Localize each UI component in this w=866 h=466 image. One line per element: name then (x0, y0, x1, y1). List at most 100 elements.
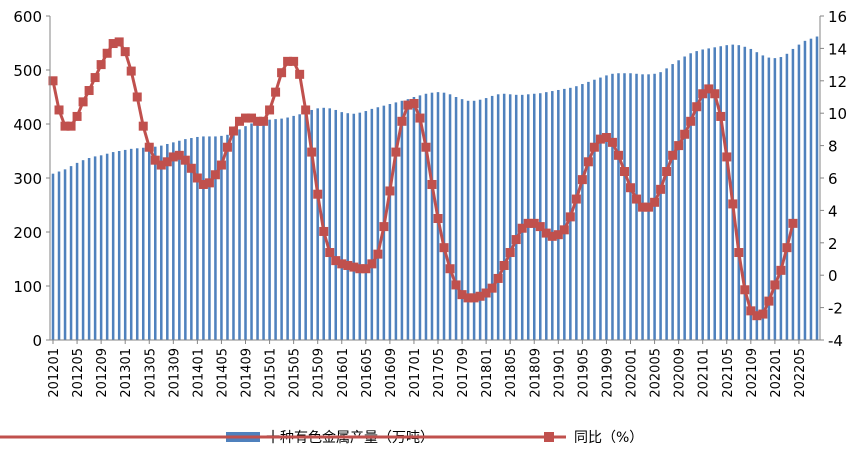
line-marker (487, 283, 497, 293)
bar (803, 40, 807, 341)
bar (376, 107, 380, 340)
line-marker (439, 243, 449, 253)
y-right-tick-label: 16 (828, 8, 847, 26)
line-marker (228, 126, 238, 136)
line-marker (102, 48, 112, 58)
line-marker (656, 184, 666, 194)
bar (599, 77, 602, 340)
line-marker (632, 194, 642, 204)
bar (490, 95, 494, 340)
bar (785, 53, 789, 341)
line-series (48, 37, 798, 321)
line-marker (307, 147, 317, 157)
x-tick-label: 201301 (119, 348, 134, 398)
y-left-tick-label: 200 (13, 224, 42, 242)
axes (46, 15, 824, 344)
bar (310, 109, 313, 341)
line-marker (54, 105, 64, 115)
line-path (51, 40, 795, 318)
bar (737, 45, 741, 340)
line-marker (475, 291, 485, 301)
y-left-tick-label: 500 (13, 62, 42, 80)
line-marker (433, 214, 443, 223)
line-marker (511, 235, 521, 245)
bar (358, 112, 362, 340)
bar (352, 113, 356, 341)
line-marker (788, 218, 798, 228)
bar (707, 48, 710, 341)
line-marker (595, 134, 605, 144)
line-marker (373, 249, 383, 259)
line-marker (650, 197, 660, 207)
line-marker (559, 225, 569, 235)
line-marker (222, 142, 232, 152)
line-marker (451, 280, 461, 290)
bar (539, 93, 542, 340)
bar (63, 169, 67, 340)
line-marker (138, 121, 148, 131)
bar (701, 49, 704, 340)
bar (172, 142, 175, 340)
y-right-tick-label: 12 (828, 73, 847, 91)
bar (105, 153, 109, 340)
bar (659, 72, 662, 340)
bar (773, 58, 777, 341)
bar (184, 139, 187, 340)
bar (244, 126, 247, 340)
line-marker (626, 183, 636, 193)
x-tick-label: 202009 (673, 348, 688, 398)
line-marker (60, 121, 70, 131)
line-marker (313, 189, 323, 199)
line-marker (259, 116, 269, 126)
bar (141, 147, 145, 340)
bar (653, 73, 656, 340)
bar (563, 88, 566, 341)
line-marker (692, 102, 702, 112)
bar (478, 99, 482, 340)
bar (496, 94, 500, 340)
line-marker (289, 56, 299, 66)
x-tick-label: 201909 (600, 348, 615, 398)
line-marker (565, 212, 575, 222)
line-marker (722, 152, 732, 162)
bar (713, 47, 716, 340)
bar (689, 53, 692, 340)
line-marker (469, 293, 479, 303)
line-marker (403, 100, 413, 110)
bar (129, 148, 133, 340)
line-marker (204, 178, 214, 188)
bar (268, 119, 271, 341)
line-marker (391, 147, 401, 157)
line-marker (186, 163, 196, 173)
legend-line-label: 同比（%） (574, 430, 643, 446)
line-marker (349, 262, 359, 272)
line-marker (301, 105, 311, 115)
line-marker (126, 66, 136, 76)
line-marker (361, 264, 371, 274)
bar (154, 146, 157, 340)
line-marker (234, 116, 244, 126)
legend: 十种有色金属产量（万吨） 同比（%） (0, 429, 643, 446)
bar (135, 148, 139, 340)
x-tick-label: 201609 (384, 348, 399, 398)
line-marker (752, 311, 762, 321)
bar (51, 173, 55, 340)
bar (725, 45, 729, 340)
line-marker (96, 60, 106, 70)
x-tick-label: 202205 (793, 348, 808, 398)
bar (232, 132, 235, 340)
x-tick-label: 201501 (264, 348, 279, 398)
y-right-tick-label: 2 (828, 235, 838, 253)
x-tick-label: 201901 (552, 348, 567, 398)
bar (262, 120, 265, 340)
bar (190, 138, 193, 340)
line-marker (421, 142, 431, 152)
bar (575, 86, 578, 340)
bar (328, 108, 331, 340)
x-tick-label: 201605 (360, 348, 375, 398)
bar (797, 44, 801, 341)
x-tick-label: 201709 (456, 348, 471, 398)
y-right-tick-label: 10 (828, 105, 847, 123)
line-marker (271, 87, 281, 97)
y-right-tick-label: -4 (828, 332, 843, 350)
